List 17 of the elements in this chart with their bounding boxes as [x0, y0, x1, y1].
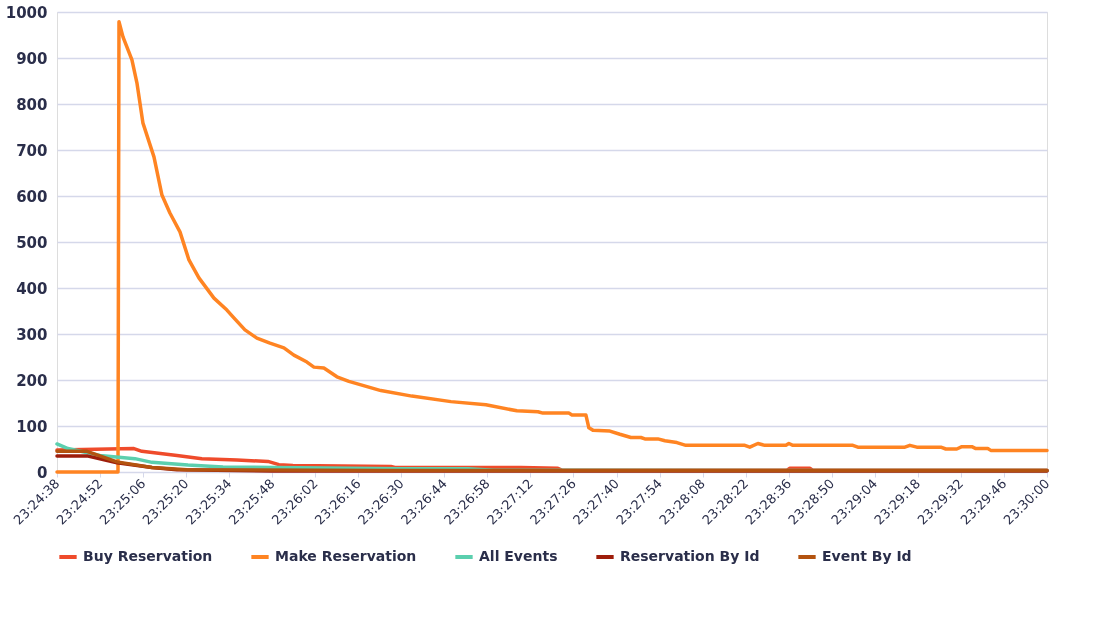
- y-tick-label: 1000: [5, 3, 48, 22]
- y-tick-label: 0: [37, 463, 48, 482]
- y-tick-label: 200: [16, 371, 48, 390]
- legend-label: Event By Id: [822, 548, 912, 564]
- y-tick-label: 900: [16, 49, 48, 68]
- legend-label: Buy Reservation: [83, 548, 213, 564]
- legend-label: All Events: [479, 548, 558, 564]
- legend-label: Reservation By Id: [620, 548, 760, 564]
- y-tick-label: 100: [16, 417, 48, 436]
- y-tick-label: 800: [16, 95, 48, 114]
- y-tick-label: 700: [16, 141, 48, 160]
- y-tick-label: 300: [16, 325, 48, 344]
- y-tick-label: 400: [16, 279, 48, 298]
- legend-label: Make Reservation: [275, 548, 417, 564]
- y-tick-label: 500: [16, 233, 48, 252]
- line-series: [55, 19, 1049, 474]
- y-tick-label: 600: [16, 187, 48, 206]
